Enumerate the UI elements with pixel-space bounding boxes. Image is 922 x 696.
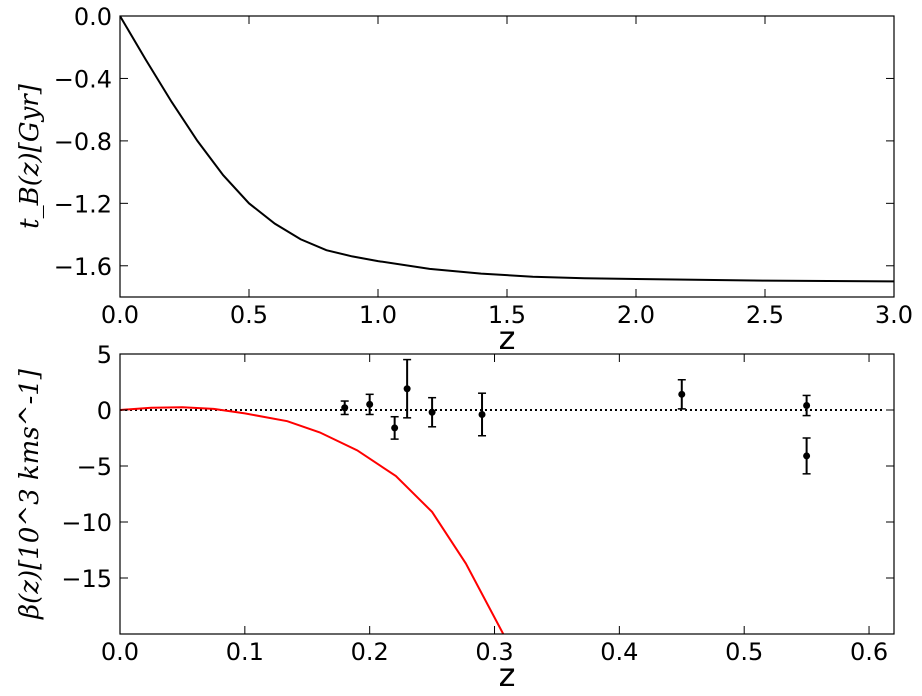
y-tick-label: 0.0 <box>74 3 112 31</box>
x-tick-label: 1.5 <box>488 301 526 329</box>
y-tick-label: −0.4 <box>54 65 112 93</box>
x-tick-label: 2.0 <box>617 301 655 329</box>
x-tick-label: 2.5 <box>746 301 784 329</box>
x-tick-label: 0.1 <box>226 638 264 666</box>
y-tick-label: −1.2 <box>54 190 112 218</box>
y-axis-label: β(z)[10^3 kms^-1] <box>15 368 45 620</box>
plot-area <box>120 16 894 283</box>
plot-area <box>120 358 882 634</box>
data-point <box>341 404 349 412</box>
data-point <box>366 400 374 408</box>
x-tick-label: 1.0 <box>359 301 397 329</box>
curve <box>120 16 894 283</box>
x-tick-label: 0.6 <box>850 638 888 666</box>
data-point <box>803 402 811 410</box>
y-tick-label: −10 <box>61 509 112 537</box>
x-tick-label: 3.0 <box>875 301 913 329</box>
x-tick-label: 0.0 <box>101 301 139 329</box>
y-tick-label: −1.6 <box>54 253 112 281</box>
y-tick-label: 5 <box>97 341 112 369</box>
data-point <box>391 424 399 432</box>
data-point <box>803 452 811 460</box>
data-point <box>478 410 486 418</box>
curve <box>120 406 505 634</box>
x-tick-label: 0.3 <box>475 638 513 666</box>
axes-frame <box>119 353 895 635</box>
x-axis-label: z <box>499 656 516 694</box>
data-point <box>403 385 411 393</box>
y-tick-label: −15 <box>61 565 112 593</box>
y-axis-label: t_B(z)[Gyr] <box>15 83 45 229</box>
x-tick-label: 0.0 <box>101 638 139 666</box>
data-point <box>428 408 436 416</box>
axes-frame <box>119 15 895 298</box>
data-point <box>678 390 686 398</box>
x-tick-label: 0.4 <box>600 638 638 666</box>
x-tick-label: 0.2 <box>351 638 389 666</box>
y-tick-label: −0.8 <box>54 128 112 156</box>
y-tick-label: −5 <box>77 453 112 481</box>
y-tick-label: 0 <box>97 397 112 425</box>
x-tick-label: 0.5 <box>725 638 763 666</box>
x-axis-label: z <box>499 319 516 357</box>
x-tick-label: 0.5 <box>230 301 268 329</box>
